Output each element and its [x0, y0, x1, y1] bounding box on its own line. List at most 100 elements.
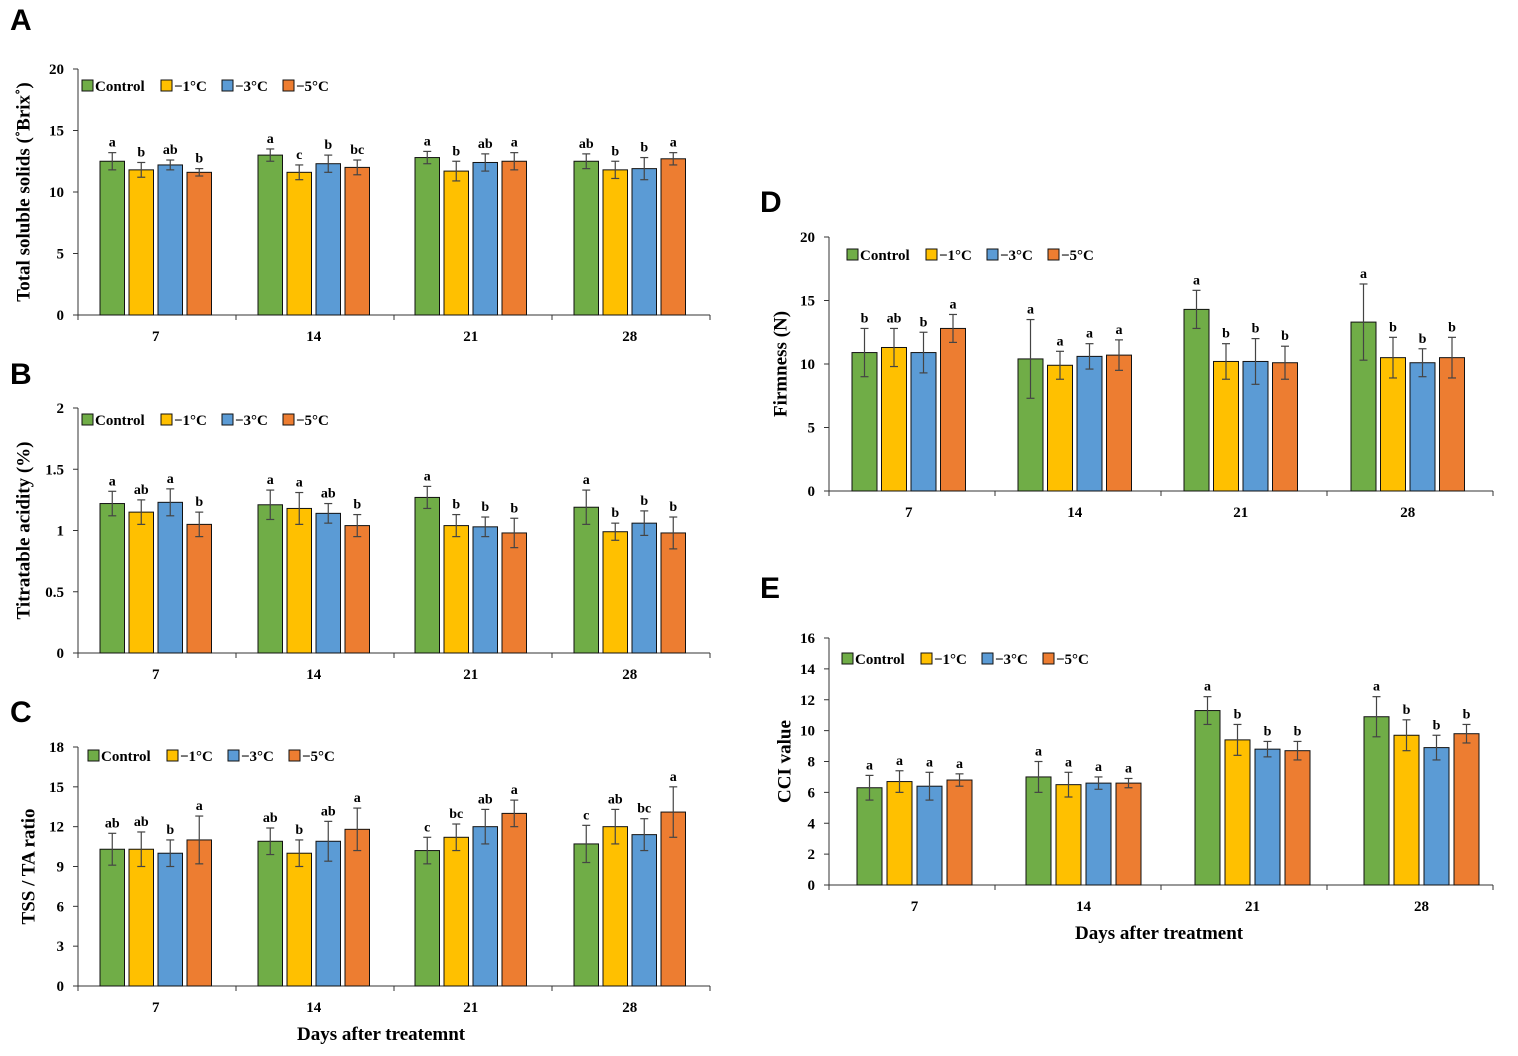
legend-label: −3°C [995, 652, 1028, 668]
bar [1194, 710, 1221, 886]
significance-letter: ab [321, 804, 336, 819]
y-axis-title: Total soluble solids (˚Brix˚) [13, 82, 34, 301]
legend-swatch [920, 652, 933, 665]
y-tick-label: 0 [57, 646, 65, 662]
bar [602, 531, 628, 654]
y-tick-label: 16 [800, 631, 816, 647]
bar [286, 507, 312, 654]
x-tick-label: 28 [1400, 505, 1415, 521]
bar [660, 811, 686, 987]
bar [1453, 733, 1480, 886]
bar [99, 503, 125, 654]
y-tick-label: 20 [800, 230, 815, 246]
bar [1423, 747, 1450, 886]
legend-label: −1°C [934, 652, 967, 668]
x-tick-label: 28 [622, 329, 637, 345]
significance-letter: a [583, 473, 590, 488]
significance-letter: ab [579, 137, 594, 152]
significance-letter: a [1057, 334, 1064, 349]
significance-letter: a [511, 136, 518, 151]
significance-letter: b [353, 498, 361, 513]
bar [443, 170, 469, 316]
significance-letter: b [1252, 322, 1260, 337]
bar [1409, 362, 1436, 492]
bar [128, 511, 154, 654]
y-tick-label: 6 [808, 785, 816, 801]
y-tick-label: 10 [49, 185, 64, 201]
bar [99, 848, 125, 987]
bar [1025, 776, 1052, 886]
significance-letter: a [670, 136, 677, 151]
legend-label: −5°C [1056, 652, 1089, 668]
bar [315, 512, 341, 654]
significance-letter: b [510, 501, 518, 516]
significance-letter: b [640, 141, 648, 156]
y-tick-label: 10 [800, 357, 815, 373]
significance-letter: b [452, 144, 460, 159]
significance-letter: b [1419, 332, 1427, 347]
legend-label: −3°C [1000, 248, 1033, 264]
significance-letter: a [1360, 267, 1367, 282]
significance-letter: ab [134, 815, 149, 830]
y-tick-label: 8 [808, 755, 816, 771]
significance-letter: b [611, 144, 619, 159]
significance-letter: ab [263, 811, 278, 826]
y-tick-label: 12 [49, 820, 64, 836]
bar [414, 850, 440, 987]
bar [1272, 362, 1298, 492]
x-tick-label: 14 [306, 329, 322, 345]
legend-label: Control [101, 749, 151, 765]
x-tick-label: 7 [911, 899, 919, 915]
bar [99, 160, 125, 316]
legend-swatch [160, 79, 173, 92]
bar [1213, 360, 1239, 492]
legend-swatch [282, 79, 295, 92]
x-axis-title-c: Days after treatemnt [297, 1024, 466, 1045]
bar [1047, 364, 1073, 492]
significance-letter: ab [478, 792, 493, 807]
significance-letter: bc [350, 143, 364, 158]
significance-letter: b [295, 823, 303, 838]
bar [1076, 355, 1103, 492]
x-tick-label: 21 [1245, 899, 1260, 915]
bar [1115, 782, 1142, 886]
bar [1085, 782, 1112, 886]
significance-letter: a [670, 770, 677, 785]
significance-letter: a [1116, 323, 1123, 338]
bar [886, 781, 913, 886]
significance-letter: b [640, 494, 648, 509]
x-tick-label: 28 [1414, 899, 1429, 915]
significance-letter: a [424, 134, 431, 149]
significance-letter: c [424, 820, 430, 835]
legend-swatch [87, 749, 100, 762]
bar [631, 522, 657, 654]
x-tick-label: 21 [463, 667, 478, 683]
significance-letter: a [167, 472, 174, 487]
legend-swatch [81, 413, 94, 426]
bar [910, 352, 937, 492]
legend-swatch [288, 749, 301, 762]
significance-letter: a [1373, 680, 1380, 695]
legend-label: −5°C [302, 749, 335, 765]
bar [1439, 357, 1465, 492]
significance-letter: b [1389, 320, 1397, 335]
bar [472, 161, 498, 316]
y-tick-label: 15 [49, 780, 64, 796]
legend-label: −1°C [939, 248, 972, 264]
bar [315, 840, 341, 987]
significance-letter: b [1403, 703, 1411, 718]
significance-letter: a [1035, 745, 1042, 760]
bar [414, 496, 440, 654]
bar [472, 826, 498, 987]
bar [856, 787, 883, 886]
significance-letter: a [109, 136, 116, 151]
legend-label: −3°C [235, 79, 268, 95]
legend-swatch [925, 248, 938, 261]
legend-label: −1°C [174, 413, 207, 429]
y-tick-label: 3 [57, 939, 65, 955]
x-tick-label: 14 [1067, 505, 1083, 521]
bar [660, 532, 686, 654]
bar [128, 848, 154, 987]
significance-letter: a [1204, 680, 1211, 695]
